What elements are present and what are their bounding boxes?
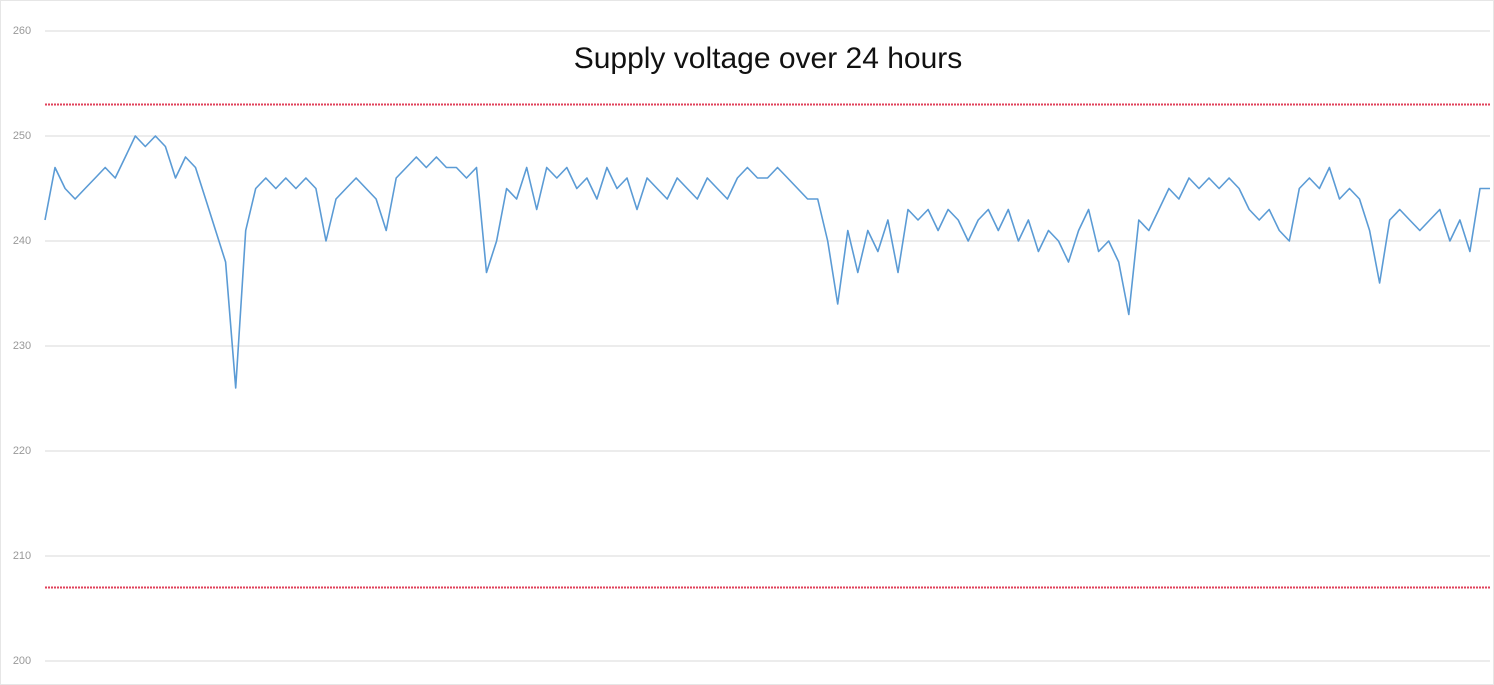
chart-title: Supply voltage over 24 hours: [574, 42, 963, 75]
y-tick-label: 210: [13, 550, 31, 562]
data-line: [44, 135, 1490, 389]
y-tick-label: 200: [13, 655, 31, 667]
y-tick-label: 220: [13, 445, 31, 457]
y-tick-label: 230: [13, 340, 31, 352]
y-tick-label: 260: [13, 25, 31, 37]
y-tick-label: 240: [13, 235, 31, 247]
y-tick-label: 250: [13, 130, 31, 142]
